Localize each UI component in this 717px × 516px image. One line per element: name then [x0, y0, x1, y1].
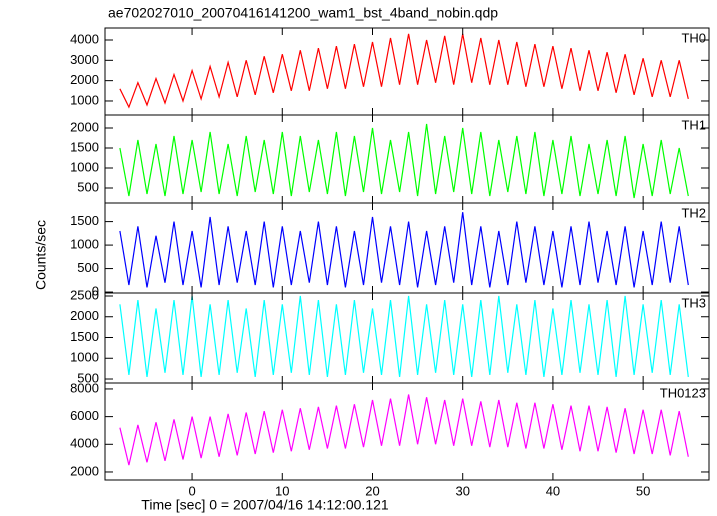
x-tick-label: 30	[455, 483, 469, 498]
y-tick-label: 6000	[70, 408, 99, 423]
x-tick-label: 0	[188, 483, 195, 498]
panel-label: TH0123	[660, 385, 706, 400]
panel-label: TH3	[681, 295, 706, 310]
panel-frame	[104, 382, 710, 481]
x-axis-label: Time [sec] 0 = 2007/04/16 14:12:00.121	[141, 497, 389, 513]
y-tick-label: 2000	[70, 72, 99, 87]
y-tick-label: 8000	[70, 380, 99, 395]
y-tick-label: 3000	[70, 52, 99, 67]
panel-label: TH2	[681, 205, 706, 220]
y-tick-label: 1000	[70, 350, 99, 365]
chart-title: ae702027010_20070416141200_wam1_bst_4ban…	[108, 5, 498, 21]
x-tick-label: 40	[546, 483, 560, 498]
y-tick-label: 1500	[70, 139, 99, 154]
light-curve	[119, 33, 689, 109]
panel-label: TH0	[681, 30, 706, 45]
x-tick-label: 50	[636, 483, 650, 498]
panel-frame	[104, 202, 710, 294]
y-tick-label: 0	[92, 283, 99, 298]
y-tick-label: 4000	[70, 436, 99, 451]
light-curve	[119, 394, 689, 466]
y-tick-label: 2000	[70, 463, 99, 478]
light-curve	[119, 295, 689, 377]
light-curve	[119, 123, 689, 199]
y-tick-label: 1500	[70, 213, 99, 228]
y-tick-label: 4000	[70, 31, 99, 46]
y-tick-label: 500	[77, 260, 99, 275]
y-tick-label: 1000	[70, 237, 99, 252]
x-tick-label: 10	[275, 483, 289, 498]
y-axis-label: Counts/sec	[33, 220, 49, 290]
y-tick-label: 2000	[70, 308, 99, 323]
y-tick-label: 1000	[70, 159, 99, 174]
light-curve	[119, 212, 689, 288]
y-tick-label: 500	[77, 179, 99, 194]
x-tick-label: 20	[365, 483, 379, 498]
panel-label: TH1	[681, 117, 706, 132]
y-tick-label: 500	[77, 370, 99, 385]
y-tick-label: 1500	[70, 329, 99, 344]
y-tick-label: 1000	[70, 92, 99, 107]
y-tick-label: 2000	[70, 119, 99, 134]
y-tick-label: 2500	[70, 287, 99, 302]
